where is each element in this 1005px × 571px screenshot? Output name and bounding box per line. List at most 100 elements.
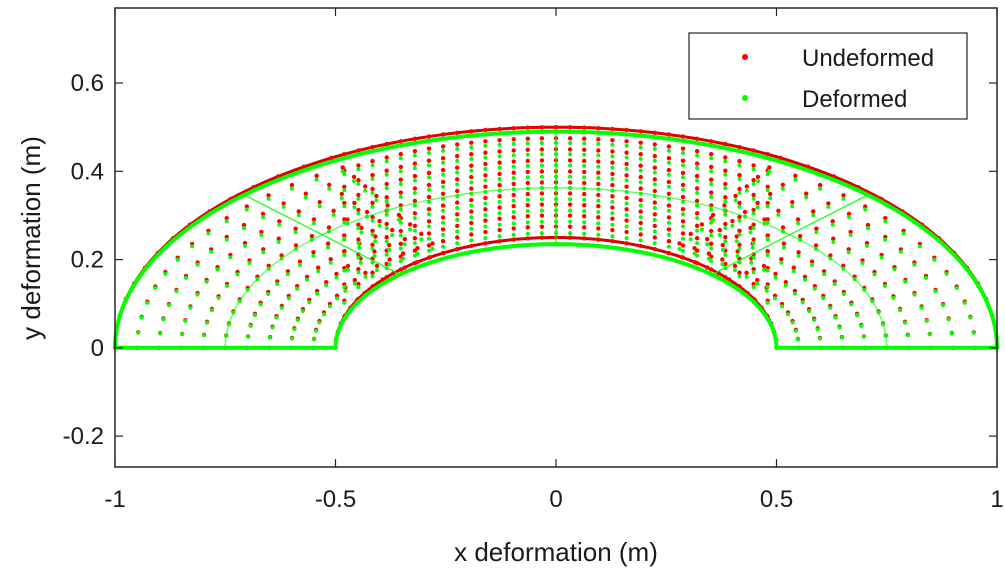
deformed-node (751, 152, 756, 157)
deformed-node (737, 190, 742, 195)
deformed-node (469, 191, 474, 196)
deformed-node (832, 178, 836, 182)
undeformed-node (652, 165, 657, 170)
deformed-node (356, 211, 361, 216)
undeformed-node (652, 177, 657, 182)
deformed-node (228, 199, 233, 204)
deformed-node (157, 345, 162, 350)
deformed-node (692, 251, 697, 256)
deformed-node (733, 198, 738, 203)
undeformed-node (364, 209, 370, 215)
deformed-node (666, 256, 671, 261)
deformed-node (751, 211, 756, 216)
undeformed-node (694, 149, 700, 154)
deformed-node (723, 199, 728, 204)
undeformed-node (809, 259, 815, 264)
deformed-node (705, 242, 710, 247)
undeformed-node (374, 193, 379, 199)
deformed-node (358, 260, 363, 265)
undeformed-node (345, 217, 350, 222)
deformed-node (554, 152, 558, 157)
deformed-node (427, 224, 431, 229)
undeformed-node (680, 243, 686, 248)
deformed-node (412, 140, 417, 145)
deformed-node (398, 156, 403, 161)
y-axis-ticks: -0.2 0 0.2 0.4 0.6 (63, 70, 997, 450)
deformed-node (356, 152, 361, 157)
deformed-node (497, 154, 502, 159)
deformed-node (345, 221, 350, 226)
deformed-node (737, 177, 742, 181)
deformed-node (297, 262, 302, 267)
undeformed-node (412, 149, 418, 154)
undeformed-node (680, 134, 686, 139)
undeformed-node (567, 169, 573, 174)
deformed-node (780, 186, 785, 191)
undeformed-node (539, 235, 545, 240)
deformed-node (723, 146, 728, 151)
deformed-node (267, 345, 272, 350)
undeformed-node (342, 184, 347, 189)
deformed-node (666, 148, 671, 153)
undeformed-node (776, 208, 781, 213)
deformed-node (539, 242, 544, 247)
undeformed-node (624, 241, 629, 246)
undeformed-node (737, 172, 742, 178)
deformed-node (279, 256, 284, 261)
deformed-node (638, 226, 643, 231)
deformed-node (695, 178, 700, 183)
deformed-node (384, 172, 389, 177)
deformed-node (554, 174, 558, 179)
deformed-node (776, 212, 781, 217)
deformed-node (841, 292, 846, 296)
deformed-node (469, 168, 474, 173)
deformed-node (246, 334, 251, 339)
deformed-node (681, 163, 685, 168)
undeformed-node (795, 217, 801, 222)
undeformed-node (297, 259, 303, 264)
deformed-node (638, 133, 643, 138)
deformed-node (202, 333, 207, 338)
deformed-node (862, 345, 867, 350)
y-tick-label: 0.4 (71, 158, 104, 185)
deformed-node (709, 259, 714, 264)
deformed-node (398, 194, 403, 199)
undeformed-node (596, 148, 601, 153)
x-axis-ticks: -1 -0.5 0 0.5 1 (104, 8, 1004, 513)
undeformed-node (539, 191, 545, 196)
undeformed-node (483, 184, 488, 189)
undeformed-node (356, 281, 361, 287)
deformed-node (139, 315, 144, 320)
deformed-node (677, 246, 682, 251)
undeformed-node (737, 242, 742, 247)
deformed-node (346, 267, 350, 272)
undeformed-node (751, 222, 756, 227)
undeformed-node (582, 214, 587, 219)
deformed-node (180, 332, 185, 337)
undeformed-node (525, 236, 530, 241)
deformed-node (762, 267, 766, 272)
deformed-node (539, 208, 544, 213)
deformed-node (247, 261, 252, 265)
deformed-node (412, 178, 417, 183)
deformed-node (681, 187, 685, 192)
undeformed-node (398, 177, 403, 182)
undeformed-node (293, 226, 298, 231)
undeformed-node (624, 161, 629, 167)
deformed-node (944, 271, 949, 276)
deformed-node (652, 194, 657, 199)
undeformed-node (483, 161, 488, 167)
deformed-node (568, 231, 573, 236)
deformed-node (638, 191, 643, 196)
deformed-node (860, 261, 865, 265)
undeformed-node (666, 179, 672, 185)
deformed-node (441, 220, 446, 225)
deformed-node (441, 256, 446, 261)
deformed-node (919, 305, 924, 310)
undeformed-node (751, 281, 756, 287)
deformed-node (385, 208, 390, 213)
deformed-node (427, 199, 431, 204)
legend-box (688, 32, 968, 120)
undeformed-node (412, 161, 418, 166)
undeformed-node (331, 208, 336, 213)
